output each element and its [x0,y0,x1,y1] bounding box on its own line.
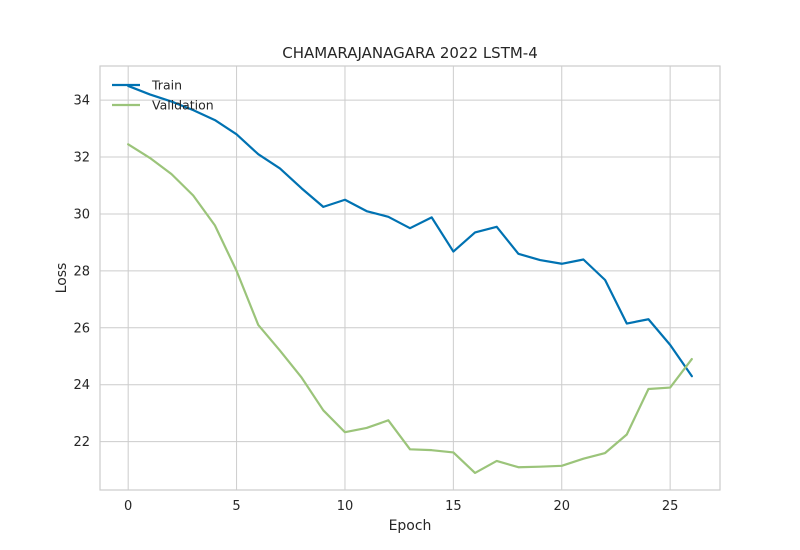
y-tick-label: 32 [73,151,90,166]
x-tick-label: 0 [124,499,132,514]
legend: Train Validation [112,78,214,113]
x-tick-label: 15 [445,499,462,514]
x-axis-ticks: 0 5 10 15 20 25 [124,499,678,514]
legend-label-validation: Validation [152,98,214,113]
series-line-validation [127,143,693,475]
y-tick-label: 22 [73,435,90,450]
x-tick-label: 10 [337,499,354,514]
x-tick-label: 25 [662,499,679,514]
series-layer [127,84,693,475]
x-axis-label: Epoch [389,518,432,534]
y-tick-label: 28 [73,264,90,279]
y-tick-label: 30 [73,207,90,222]
plot-frame [99,65,721,491]
y-tick-label: 34 [73,94,90,109]
y-tick-label: 26 [73,321,90,336]
legend-label-train: Train [151,78,182,93]
chart-title: CHAMARAJANAGARA 2022 LSTM-4 [282,44,538,62]
y-tick-label: 24 [73,378,90,393]
y-axis-label: Loss [54,263,70,294]
grid-lines [100,66,720,490]
x-tick-label: 5 [232,499,240,514]
y-axis-ticks: 22 24 26 28 30 32 34 [73,94,90,450]
series-line-train [127,84,693,378]
x-tick-label: 20 [553,499,570,514]
